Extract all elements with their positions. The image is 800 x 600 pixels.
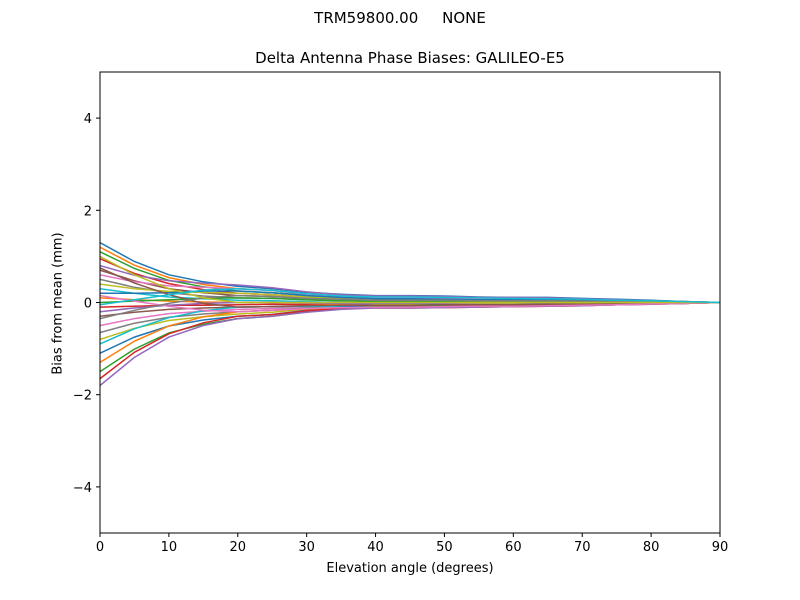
series-line-1 [100, 241, 720, 304]
series-line-30 [100, 287, 720, 306]
x-tick-label: 30 [298, 540, 315, 555]
y-tick-label: 4 [84, 112, 92, 127]
series-line-2 [100, 246, 720, 304]
x-tick-label: 50 [436, 540, 453, 555]
x-tick-label: 20 [230, 540, 247, 555]
series-line-26 [100, 267, 720, 308]
x-tick-label: 60 [505, 540, 522, 555]
x-tick-label: 10 [161, 540, 178, 555]
series-line-29 [100, 255, 720, 304]
chart-title: Delta Antenna Phase Biases: GALILEO-E5 [255, 49, 565, 67]
x-tick-label: 0 [96, 540, 104, 555]
y-tick-label: 0 [84, 297, 92, 312]
x-tick-label: 90 [712, 540, 729, 555]
series-line-24 [100, 301, 720, 380]
series-line-21 [100, 301, 720, 354]
x-tick-label: 70 [574, 540, 591, 555]
figure-suptitle: TRM59800.00 NONE [314, 9, 486, 27]
x-axis-label: Elevation angle (degrees) [326, 561, 494, 576]
series-lines [100, 241, 720, 387]
y-tick-label: 2 [84, 204, 92, 219]
y-tick-label: −4 [73, 481, 92, 496]
y-tick-label: −2 [73, 389, 92, 404]
x-tick-label: 40 [367, 540, 384, 555]
series-line-27 [100, 294, 720, 313]
x-tick-label: 80 [643, 540, 660, 555]
axis-ticks: 0 10 20 30 40 50 60 70 80 90 −4 −2 0 2 4 [73, 112, 728, 555]
